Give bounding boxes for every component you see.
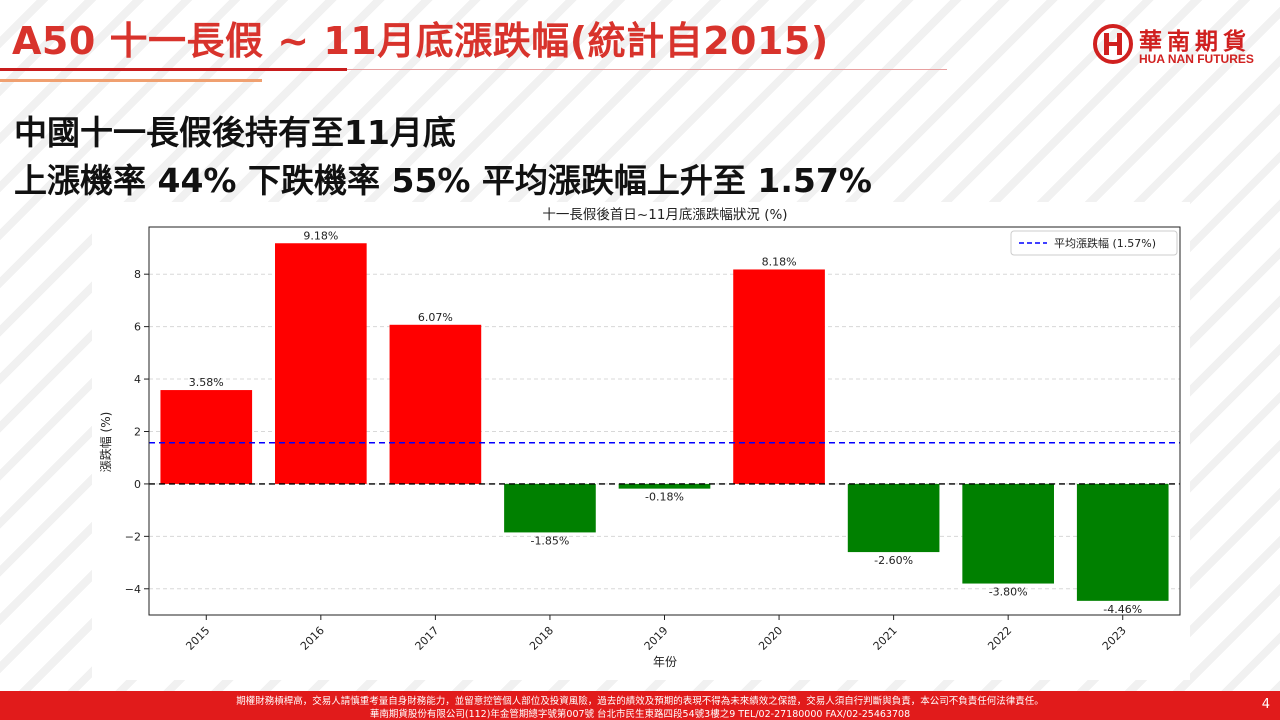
y-tick-label: 6 (134, 321, 141, 334)
x-tick-label: 2021 (871, 624, 900, 653)
y-tick-label: 8 (134, 268, 141, 281)
headline-probability-summary: 上漲機率 44% 下跌機率 55% 平均漲跌幅上升至 1.57% (14, 161, 872, 200)
chart-title: 十一長假後首日~11月底漲跌幅狀況 (%) (542, 207, 787, 223)
footer-disclaimer: 期權財務槓桿高，交易人請慎重考量自身財務能力，並留意控管個人部位及投資風險，過去… (236, 696, 1044, 707)
y-tick-label: 2 (134, 425, 141, 438)
chart-panel: 十一長假後首日~11月底漲跌幅狀況 (%) 3.58% 9.18% 6.07% -1.… (92, 202, 1190, 680)
data-label-2016: 9.18% (303, 229, 338, 242)
x-tick-label: 2023 (1100, 624, 1129, 653)
bar-2018 (504, 483, 596, 533)
title-accent-rule (0, 79, 262, 82)
title-underline (0, 68, 347, 71)
footer-company-info: 華南期貨股份有限公司(112)年金管期總字號第007號 台北市民生東路四段54號… (369, 709, 911, 720)
bar-2021 (847, 483, 940, 553)
x-tick-label: 2018 (527, 624, 556, 653)
bar-2019 (618, 483, 711, 489)
data-labels: 3.58% 9.18% 6.07% -1.85% -0.18% 8.18% -2.60% -3… (189, 229, 1142, 616)
bar-2015 (160, 390, 253, 484)
x-tick-label: 2016 (298, 624, 327, 653)
x-tick-label: 2022 (985, 624, 1014, 653)
data-label-2018: -1.85% (530, 534, 569, 547)
y-tick-label: −4 (125, 583, 141, 596)
data-label-2020: 8.18% (762, 255, 797, 268)
data-label-2023: -4.46% (1103, 603, 1142, 616)
hua-nan-logo-icon (1093, 24, 1133, 64)
data-label-2021: -2.60% (874, 554, 913, 567)
data-label-2022: -3.80% (989, 586, 1028, 599)
hua-nan-futures-logo: 華南期貨 HUA NAN FUTURES (1093, 22, 1263, 70)
reference-lines (149, 441, 1180, 485)
y-axis-label: 漲跌幅 (%) (98, 412, 113, 473)
bar-2022 (962, 483, 1054, 584)
y-tick-label: 0 (134, 478, 141, 491)
bar-2016 (275, 243, 367, 484)
x-tick-label: 2020 (756, 624, 785, 653)
logo-name-cn: 華南期貨 (1139, 28, 1251, 55)
chart-legend: 平均漲跌幅 (1.57%) (1010, 230, 1178, 256)
legend-frame (1010, 230, 1178, 256)
bar-chart: 十一長假後首日~11月底漲跌幅狀況 (%) 3.58% 9.18% 6.07% -1.… (98, 207, 1181, 669)
data-label-2017: 6.07% (418, 311, 453, 324)
bar-2023 (1076, 483, 1169, 601)
slide-title: A50 十一長假 ~ 11月底漲跌幅(統計自2015) (12, 19, 829, 63)
page-number: 4 (1261, 697, 1270, 712)
x-tick-label: 2019 (642, 624, 671, 653)
plot-frame (148, 226, 1181, 616)
y-tick-label: 4 (134, 373, 141, 386)
data-label-2015: 3.58% (189, 376, 224, 389)
title-underline-extension (347, 69, 947, 70)
x-tick-label: 2017 (413, 624, 442, 653)
x-axis-label: 年份 (653, 655, 677, 669)
bar-2020 (733, 269, 825, 484)
bars (160, 243, 1169, 601)
logo-name-en: HUA NAN FUTURES (1139, 52, 1254, 66)
footer-bar: 期權財務槓桿高，交易人請慎重考量自身財務能力，並留意控管個人部位及投資風險，過去… (0, 691, 1280, 720)
x-tick-label: 2015 (183, 624, 212, 653)
headline-holding-period: 中國十一長假後持有至11月底 (14, 113, 456, 152)
legend-average-label: 平均漲跌幅 (1.57%) (1054, 236, 1156, 250)
data-label-2019: -0.18% (645, 491, 684, 504)
y-tick-label: −2 (125, 530, 141, 543)
bar-2017 (389, 324, 482, 484)
